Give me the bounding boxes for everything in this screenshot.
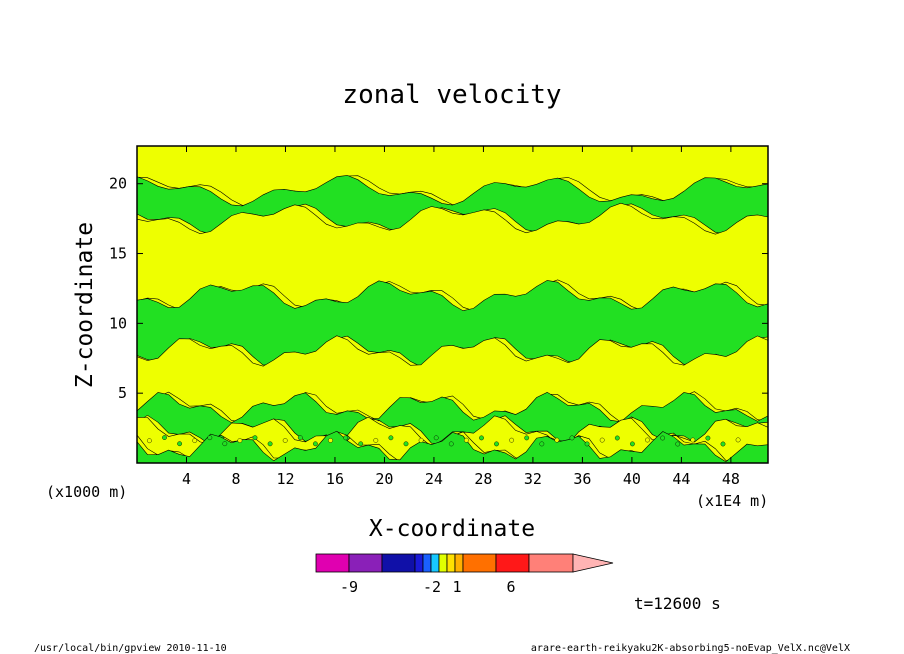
surface-cell [705, 435, 711, 441]
surface-cell [554, 437, 560, 443]
x-tick-label: 32 [524, 470, 542, 488]
field-band [136, 145, 769, 206]
surface-cell [614, 435, 620, 441]
surface-cell [267, 441, 273, 447]
colorbar-segment [414, 553, 424, 573]
surface-cell [569, 435, 575, 441]
surface-cell [282, 438, 288, 443]
surface-cell [524, 435, 530, 441]
y-tick-label: 15 [109, 245, 127, 263]
colorbar-segment [381, 553, 416, 573]
x-tick-label: 20 [375, 470, 393, 488]
colorbar-segment [528, 553, 574, 573]
x-tick-label: 12 [276, 470, 294, 488]
x-tick-label: 44 [672, 470, 690, 488]
y-tick-label: 5 [118, 384, 127, 402]
colorbar-segment [495, 553, 530, 573]
surface-cell [433, 435, 439, 441]
colorbar-arrow [572, 553, 614, 573]
surface-cell [463, 437, 469, 443]
colorbar-segment [422, 553, 432, 573]
colorbar-tick-label: 1 [452, 578, 461, 596]
surface-cell [735, 437, 741, 443]
colorbar-segment [462, 553, 497, 573]
surface-cell [690, 437, 696, 443]
colorbar-segment [454, 553, 464, 573]
surface-cell [358, 441, 364, 447]
time-label: t=12600 s [634, 594, 721, 613]
x-tick-label: 24 [425, 470, 443, 488]
colorbar-tick-label: -2 [423, 578, 441, 596]
surface-cell [479, 435, 484, 441]
surface-cell [192, 438, 198, 443]
y-unit-label: (x1000 m) [46, 483, 127, 501]
surface-cell [312, 441, 318, 447]
y-axis-ticks: 5 10 15 20 [109, 175, 768, 402]
surface-cell [162, 435, 167, 440]
surface-cell [645, 437, 650, 443]
surface-cell [343, 435, 348, 441]
surface-cell [237, 438, 243, 443]
surface-cell [660, 435, 665, 441]
surface-cell [388, 435, 394, 441]
x-tick-label: 4 [182, 470, 191, 488]
surface-cell [494, 441, 499, 447]
field-band [136, 430, 769, 464]
surface-cell [539, 441, 545, 447]
plot-area [136, 145, 769, 464]
surface-cell [252, 435, 258, 441]
x-axis-ticks: 4 8 12 16 20 24 28 32 36 40 44 48 [182, 146, 740, 488]
x-tick-label: 8 [231, 470, 240, 488]
colorbar-tick-label: 6 [506, 578, 515, 596]
surface-cell [297, 435, 303, 441]
x-axis-label: X-coordinate [369, 516, 535, 542]
colorbar-segment [438, 553, 448, 573]
colorbar-segment [348, 553, 383, 573]
surface-cell [599, 437, 605, 443]
x-tick-label: 40 [623, 470, 641, 488]
colorbar-segment [315, 553, 350, 573]
y-tick-label: 20 [109, 175, 127, 193]
surface-cell [418, 437, 424, 443]
surface-cell [675, 441, 681, 447]
x-unit-label: (x1E4 m) [696, 492, 768, 510]
y-axis-label: Z-coordinate [72, 222, 98, 388]
surface-cell [146, 438, 152, 444]
surface-cell [207, 435, 213, 441]
surface-cell [448, 441, 454, 447]
x-tick-label: 48 [722, 470, 740, 488]
surface-cell [373, 437, 379, 443]
x-tick-label: 16 [326, 470, 344, 488]
surface-cell [720, 441, 726, 447]
surface-cell [222, 441, 228, 447]
colorbar-segment [446, 553, 456, 573]
surface-cell [509, 437, 514, 443]
colorbar: -9 -2 1 6 [315, 553, 614, 596]
footer-right: arare-earth-reikyaku2K-absorbing5-noEvap… [531, 643, 850, 654]
chart-title: zonal velocity [342, 80, 561, 110]
surface-cell [403, 441, 409, 447]
footer-left: /usr/local/bin/gpview 2010-11-10 [34, 643, 227, 654]
surface-cell [328, 437, 333, 443]
plot-frame [136, 145, 769, 464]
colorbar-tick-label: -9 [340, 578, 358, 596]
surface-cell [584, 441, 590, 447]
surface-cell [630, 441, 635, 447]
y-tick-label: 10 [109, 314, 127, 332]
velocity-field [136, 145, 769, 464]
x-tick-label: 28 [474, 470, 492, 488]
surface-cell [177, 441, 183, 447]
colorbar-segment [430, 553, 440, 573]
x-tick-label: 36 [573, 470, 591, 488]
